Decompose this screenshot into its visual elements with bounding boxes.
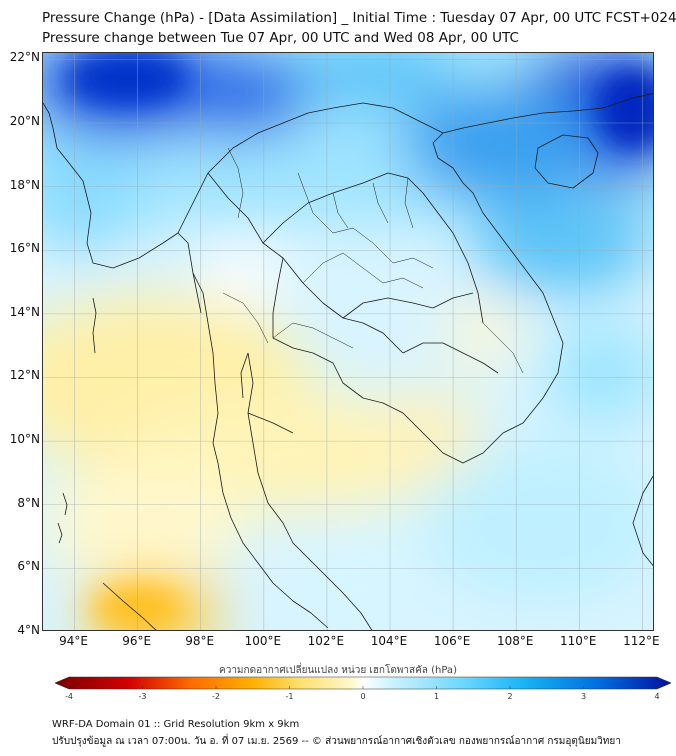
footer-model-info: WRF-DA Domain 01 :: Grid Resolution 9km …	[52, 719, 300, 730]
lon-tick-label: 94°E	[59, 634, 88, 648]
graticule	[43, 53, 653, 630]
lat-tick-label: 20°N	[9, 113, 40, 128]
colorbar-tick-label: -3	[138, 692, 147, 701]
colorbar	[55, 676, 671, 690]
lat-tick-label: 8°N	[17, 495, 40, 510]
map-subtitle: Pressure change between Tue 07 Apr, 00 U…	[42, 30, 519, 46]
lon-tick-label: 102°E	[307, 634, 345, 648]
lat-tick-label: 12°N	[9, 368, 40, 383]
lat-tick-label: 4°N	[17, 623, 40, 637]
colorbar-tick-label: -2	[212, 692, 220, 701]
lon-tick-label: 112°E	[623, 634, 660, 648]
colorbar-tick-label: 1	[433, 692, 440, 701]
colorbar-tick-label: 2	[507, 692, 513, 701]
pressure-change-map	[42, 52, 654, 631]
lat-tick-label: 6°N	[17, 559, 40, 574]
lon-tick-label: 108°E	[496, 634, 534, 648]
lon-tick-label: 96°E	[122, 634, 152, 648]
colorbar-tick-label: 0	[360, 692, 366, 701]
lat-tick-label: 10°N	[9, 432, 40, 447]
coastline-and-borders	[43, 93, 653, 630]
lat-tick-label: 18°N	[9, 177, 40, 192]
colorbar-tick-label: -1	[285, 692, 294, 701]
lon-tick-label: 104°E	[370, 634, 408, 648]
lat-tick-label: 16°N	[9, 241, 40, 256]
colorbar-tick-label: 4	[654, 692, 660, 701]
map-title: Pressure Change (hPa) - [Data Assimilati…	[42, 10, 676, 26]
colorbar-tick-label: 3	[580, 692, 587, 701]
colorbar-tick-label: -4	[65, 692, 73, 701]
lat-tick-label: 22°N	[9, 50, 40, 65]
lon-tick-label: 98°E	[185, 634, 215, 648]
lon-tick-label: 106°E	[433, 634, 471, 648]
lat-tick-label: 14°N	[9, 304, 40, 319]
colorbar-title: ความกดอากาศเปลี่ยนแปลง หน่วย เฮกโตพาสคัล…	[219, 665, 457, 676]
lon-tick-label: 110°E	[560, 634, 597, 648]
pressure-field	[43, 53, 653, 630]
footer-credit: ปรับปรุงข้อมูล ณ เวลา 07:00น. วัน อ. ที่…	[52, 736, 621, 747]
lon-tick-label: 100°E	[244, 634, 282, 648]
